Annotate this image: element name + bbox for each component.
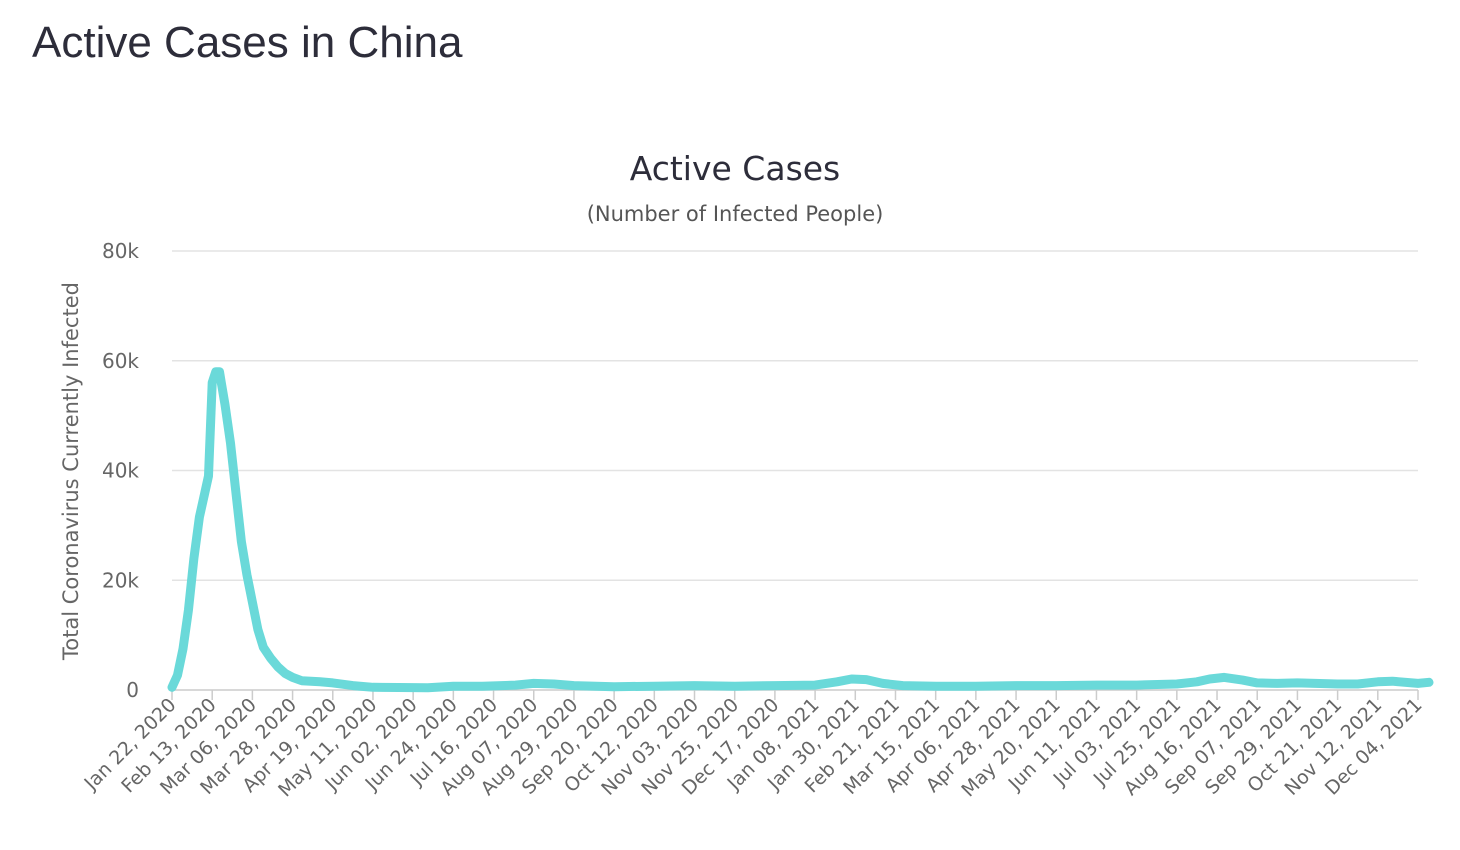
y-tick-label: 0 <box>126 678 139 702</box>
y-tick-label: 40k <box>102 459 139 483</box>
y-tick-label: 60k <box>102 349 139 373</box>
page-title: Active Cases in China <box>32 18 463 67</box>
y-tick-label: 20k <box>102 568 139 592</box>
chart-subtitle: (Number of Infected People) <box>587 202 884 226</box>
y-axis-ticks: 0 20k 40k 60k 80k <box>102 239 139 702</box>
y-tick-label: 80k <box>102 239 139 263</box>
series-line <box>167 367 1434 693</box>
grid-lines <box>172 250 1418 581</box>
y-axis-title: Total Coronavirus Currently Infected <box>59 282 83 661</box>
series-group <box>167 367 1434 693</box>
chart-title: Active Cases <box>630 149 841 188</box>
